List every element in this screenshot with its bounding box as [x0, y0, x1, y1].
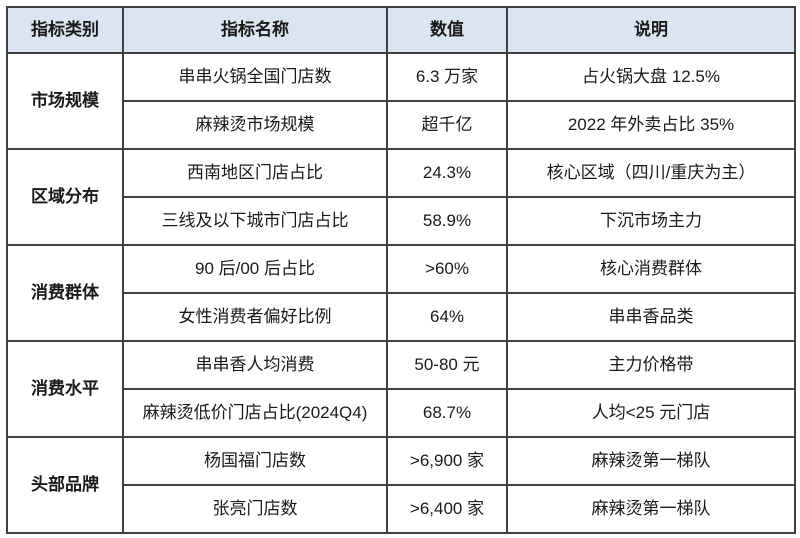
- note-cell: 占火锅大盘 12.5%: [506, 52, 796, 102]
- table-row: 麻辣烫低价门店占比(2024Q4) 68.7% 人均<25 元门店: [7, 388, 796, 438]
- value-cell: 68.7%: [386, 388, 508, 438]
- table-row: 女性消费者偏好比例 64% 串串香品类: [7, 292, 796, 342]
- note-cell: 主力价格带: [506, 340, 796, 390]
- indicator-name-cell: 串串火锅全国门店数: [122, 52, 388, 102]
- table-row: 头部品牌 杨国福门店数 >6,900 家 麻辣烫第一梯队: [6, 436, 796, 534]
- indicator-name-cell: 三线及以下城市门店占比: [122, 196, 388, 246]
- indicator-name-cell: 麻辣烫低价门店占比(2024Q4): [122, 388, 388, 438]
- indicator-name-cell: 90 后/00 后占比: [122, 244, 388, 294]
- indicator-table: 指标类别 指标名称 数值 说明 市场规模 串串火锅全国门店数 6.3 万家 占火…: [6, 6, 796, 534]
- value-cell: 58.9%: [386, 196, 508, 246]
- header-cell-category: 指标类别: [6, 6, 124, 54]
- note-cell: 麻辣烫第一梯队: [506, 436, 796, 486]
- header-cell-name: 指标名称: [122, 6, 388, 54]
- indicator-name-cell: 女性消费者偏好比例: [122, 292, 388, 342]
- table-row: 消费水平 串串香人均消费 50-80 元 主力价格带: [6, 340, 796, 438]
- note-cell: 麻辣烫第一梯队: [506, 484, 796, 534]
- note-cell: 核心消费群体: [506, 244, 796, 294]
- value-cell: >6,400 家: [386, 484, 508, 534]
- table-row: 张亮门店数 >6,400 家 麻辣烫第一梯队: [7, 484, 796, 534]
- table-row: 消费群体 90 后/00 后占比 >60% 核心消费群体: [6, 244, 796, 342]
- value-cell: >60%: [386, 244, 508, 294]
- indicator-name-cell: 串串香人均消费: [122, 340, 388, 390]
- header-cell-value: 数值: [386, 6, 508, 54]
- value-cell: 超千亿: [386, 100, 508, 150]
- value-cell: >6,900 家: [386, 436, 508, 486]
- category-cell-market-scale: 市场规模: [6, 52, 124, 150]
- value-cell: 24.3%: [386, 148, 508, 198]
- table-row: 区域分布 西南地区门店占比 24.3% 核心区域（四川/重庆为主）: [6, 148, 796, 246]
- header-cell-note: 说明: [506, 6, 796, 54]
- indicator-name-cell: 杨国福门店数: [122, 436, 388, 486]
- value-cell: 6.3 万家: [386, 52, 508, 102]
- header-row: 指标类别 指标名称 数值 说明: [6, 6, 796, 54]
- note-cell: 核心区域（四川/重庆为主）: [506, 148, 796, 198]
- note-cell: 串串香品类: [506, 292, 796, 342]
- note-cell: 人均<25 元门店: [506, 388, 796, 438]
- note-cell: 2022 年外卖占比 35%: [506, 100, 796, 150]
- table-row: 市场规模 串串火锅全国门店数 6.3 万家 占火锅大盘 12.5%: [6, 52, 796, 150]
- table-row: 三线及以下城市门店占比 58.9% 下沉市场主力: [7, 196, 796, 246]
- category-cell-top-brands: 头部品牌: [6, 436, 124, 534]
- note-cell: 下沉市场主力: [506, 196, 796, 246]
- indicator-name-cell: 张亮门店数: [122, 484, 388, 534]
- table-row: 麻辣烫市场规模 超千亿 2022 年外卖占比 35%: [7, 100, 796, 150]
- category-cell-spend-level: 消费水平: [6, 340, 124, 438]
- indicator-name-cell: 西南地区门店占比: [122, 148, 388, 198]
- value-cell: 50-80 元: [386, 340, 508, 390]
- value-cell: 64%: [386, 292, 508, 342]
- category-cell-consumer-group: 消费群体: [6, 244, 124, 342]
- category-cell-region: 区域分布: [6, 148, 124, 246]
- indicator-name-cell: 麻辣烫市场规模: [122, 100, 388, 150]
